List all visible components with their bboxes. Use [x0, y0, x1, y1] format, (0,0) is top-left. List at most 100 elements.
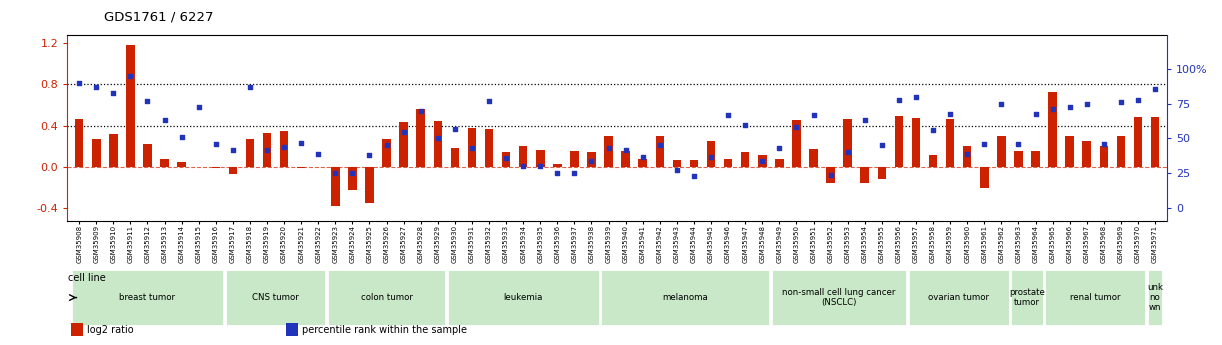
Point [616, 147, 635, 152]
Bar [912, 118, 920, 167]
Bar [75, 119, 83, 167]
Point [530, 164, 550, 169]
Point [189, 104, 209, 109]
Text: unk
no
wn: unk no wn [1147, 283, 1163, 313]
Point [172, 134, 192, 140]
Point [1008, 141, 1028, 147]
Text: ovarian tumor: ovarian tumor [929, 293, 989, 302]
Bar [331, 167, 340, 206]
Bar [1117, 136, 1125, 167]
Bar [365, 167, 374, 203]
Point [376, 142, 396, 148]
FancyBboxPatch shape [1011, 269, 1044, 326]
Point [1077, 101, 1096, 107]
Point [941, 111, 960, 116]
Bar [809, 149, 818, 167]
Text: melanoma: melanoma [662, 293, 709, 302]
Point [701, 154, 721, 159]
Bar [160, 159, 169, 167]
Point [582, 158, 601, 164]
Text: prostate
tumor: prostate tumor [1009, 288, 1045, 307]
Point [1025, 111, 1045, 116]
Bar [723, 159, 732, 167]
Bar [588, 152, 596, 167]
FancyBboxPatch shape [1147, 269, 1163, 326]
Bar [126, 45, 134, 167]
Point [479, 98, 499, 104]
Text: non-small cell lung cancer
(NSCLC): non-small cell lung cancer (NSCLC) [782, 288, 896, 307]
FancyBboxPatch shape [225, 269, 326, 326]
Point [445, 126, 464, 131]
Bar [229, 167, 237, 174]
Point [974, 141, 993, 147]
Point [565, 170, 584, 176]
Bar [963, 146, 971, 167]
Point [224, 147, 243, 152]
Bar [109, 134, 117, 167]
Point [428, 136, 447, 141]
Text: leukemia: leukemia [503, 293, 543, 302]
Bar [638, 159, 646, 167]
Point [325, 170, 345, 176]
Point [1042, 107, 1062, 112]
FancyBboxPatch shape [447, 269, 600, 326]
Bar [826, 167, 835, 183]
Point [1111, 100, 1130, 105]
Point [873, 142, 892, 148]
Bar [877, 167, 886, 179]
Point [787, 125, 807, 130]
Bar [554, 164, 562, 167]
Bar [706, 141, 715, 167]
Point [633, 154, 653, 159]
Text: renal tumor: renal tumor [1070, 293, 1121, 302]
Point [87, 85, 106, 90]
Bar [451, 148, 459, 167]
Point [907, 94, 926, 100]
Point [821, 172, 841, 177]
Point [804, 112, 824, 118]
Bar [280, 131, 288, 167]
Bar [758, 155, 766, 167]
Point [258, 147, 277, 152]
Text: percentile rank within the sample: percentile rank within the sample [303, 325, 468, 335]
Bar [92, 139, 100, 167]
Point [890, 97, 909, 102]
Text: cell line: cell line [67, 273, 105, 283]
Bar [997, 136, 1006, 167]
Bar [946, 119, 954, 167]
Point [359, 152, 379, 158]
Point [838, 150, 858, 155]
Point [308, 151, 327, 157]
Point [650, 142, 670, 148]
Bar [689, 160, 698, 167]
Text: log2 ratio: log2 ratio [88, 325, 134, 335]
Point [70, 80, 89, 86]
Bar [468, 128, 477, 167]
Bar [1151, 117, 1160, 167]
Point [957, 151, 976, 157]
Point [855, 118, 875, 123]
Bar [775, 159, 783, 167]
Bar [177, 162, 186, 167]
Point [411, 108, 430, 114]
Bar [792, 120, 800, 167]
Bar [536, 150, 545, 167]
Bar [1066, 136, 1074, 167]
Bar [860, 167, 869, 183]
Bar [929, 155, 937, 167]
Bar [1048, 92, 1057, 167]
Bar [519, 146, 528, 167]
Point [342, 170, 362, 176]
Point [274, 144, 293, 150]
Bar [1083, 141, 1091, 167]
Bar [1014, 151, 1023, 167]
Bar [297, 167, 306, 168]
FancyBboxPatch shape [600, 269, 770, 326]
Point [1059, 104, 1079, 109]
Point [991, 101, 1011, 107]
FancyBboxPatch shape [908, 269, 1009, 326]
Bar [348, 167, 357, 190]
Bar [843, 119, 852, 167]
Bar [286, 323, 298, 336]
Bar [741, 152, 749, 167]
